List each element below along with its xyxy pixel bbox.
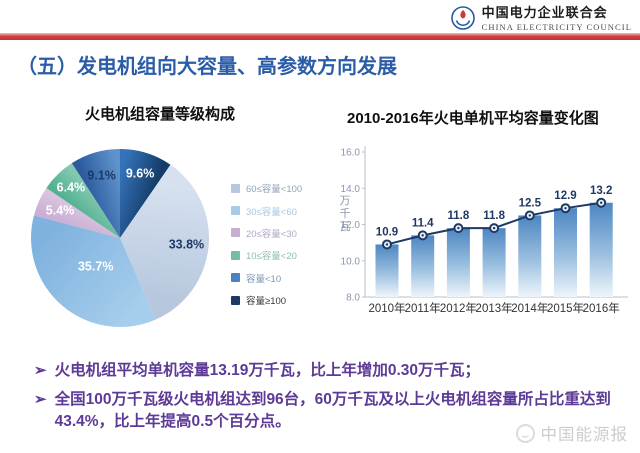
bar-value-label: 12.9: [554, 190, 576, 202]
globe-icon: [515, 423, 535, 443]
pie-slice: [46, 163, 120, 238]
watermark-text: 中国能源报: [540, 426, 628, 444]
cec-logo-text: 中国电力企业联合会 CHINA ELECTRICITY COUNCIL: [482, 5, 632, 32]
watermark: 中国能源报: [515, 421, 629, 445]
bar-value-label: 12.5: [519, 197, 542, 209]
legend-label: 容量≥100: [246, 296, 287, 308]
bar: [482, 228, 506, 297]
line-marker-dot: [385, 243, 389, 246]
bar-value-label: 11.4: [412, 217, 434, 229]
y-axis-title: 万: [340, 195, 351, 207]
y-tick-label: 14.0: [341, 184, 361, 195]
x-tick-label: 2016年: [583, 301, 620, 315]
line-marker-dot: [528, 214, 531, 217]
pie-slice: [120, 164, 210, 320]
pie-slice-label: 9.6%: [126, 166, 155, 180]
legend-item: 容量<10: [231, 267, 302, 289]
pie-slice: [71, 149, 120, 238]
pie-slice: [33, 187, 120, 238]
legend-label: 30≤容量<60: [246, 206, 297, 218]
bar: [554, 208, 577, 297]
legend-swatch: [231, 295, 240, 305]
pie-chart: 9.6% 33.8% 35.7% 5.4% 6.4%9.1%: [31, 149, 210, 328]
legend-item: 60≤容量<100: [231, 177, 302, 199]
bullet-item: ➢ 全国100万千瓦级火电机组达到96台，60万千瓦及以上火电机组容量所占比重达…: [34, 389, 622, 433]
legend-label: 60≤容量<100: [246, 184, 303, 196]
bar: [375, 244, 399, 297]
pie-chart-title: 火电机组容量等级构成: [85, 106, 236, 123]
pie-slice-label: 33.8%: [169, 237, 204, 251]
bar-value-label: 13.2: [590, 185, 612, 197]
bullet-text: 全国100万千瓦级火电机组达到96台，60万千瓦及以上火电机组容量所占比重达到4…: [54, 391, 611, 430]
bar: [411, 235, 435, 297]
cec-logo: 中国电力企业联合会 CHINA ELECTRICITY COUNCIL: [450, 5, 632, 32]
x-tick-label: 2013年: [476, 301, 513, 315]
y-tick-label: 16.0: [341, 148, 361, 159]
pie-slice: [120, 149, 171, 238]
legend-item: 20≤容量<30: [231, 222, 302, 244]
bullet-arrow-icon: ➢: [34, 362, 47, 379]
bar: [518, 215, 542, 297]
pie-legend: 60≤容量<100 30≤容量<60 20≤容量<30 10≤容量<20 容量<10 容量…: [231, 177, 302, 311]
y-tick-label: 10.0: [341, 256, 361, 267]
legend-label: 10≤容量<20: [246, 251, 297, 263]
bar: [589, 202, 613, 297]
bullet-list: ➢ 火电机组平均单机容量13.19万千瓦，比上年增加0.30万千瓦； ➢ 全国1…: [34, 360, 622, 433]
org-name-en: CHINA ELECTRICITY COUNCIL: [481, 21, 632, 32]
x-tick-label: 2012年: [440, 301, 477, 315]
line-marker-dot: [564, 206, 567, 210]
bar-chart-title: 2010-2016年火电单机平均容量变化图: [347, 110, 599, 127]
line-marker-dot: [492, 226, 496, 230]
bullet-text: 火电机组平均单机容量13.19万千瓦，比上年增加0.30万千瓦；: [54, 362, 481, 379]
pie-slice-label: 6.4%: [57, 181, 86, 195]
x-tick-label: 2015年: [547, 301, 584, 315]
y-axis-title: 瓦: [340, 221, 351, 233]
legend-item: 30≤容量<60: [231, 199, 302, 221]
bar-value-label: 10.9: [376, 226, 398, 238]
bar: [446, 228, 470, 297]
slide-title: （五）发电机组向大容量、高参数方向发展: [17, 56, 397, 78]
legend-swatch: [231, 250, 240, 260]
legend-label: 容量<10: [246, 273, 282, 285]
line-marker-dot: [600, 201, 603, 204]
bar-value-label: 11.8: [483, 210, 505, 222]
y-tick-label: 12.0: [341, 220, 361, 231]
x-tick-label: 2011年: [405, 301, 441, 315]
bar-line-chart: 8.0 10.0 12.0 14.0 16.0 万千瓦 10.9 11.4 11.8 11.8 12…: [340, 146, 628, 315]
bullet-arrow-icon: ➢: [34, 391, 47, 408]
pie-slice: [31, 215, 156, 328]
y-tick-label: 8.0: [346, 293, 360, 304]
bar-value-label: 11.8: [448, 210, 470, 222]
x-tick-label: 2010年: [368, 301, 405, 315]
pie-slice-label: 35.7%: [78, 259, 113, 273]
cec-emblem-icon: [450, 6, 475, 30]
legend-label: 20≤容量<30: [246, 228, 297, 240]
legend-swatch: [231, 206, 240, 216]
legend-item: 10≤容量<20: [231, 244, 302, 266]
x-tick-label: 2014年: [511, 301, 548, 315]
legend-swatch: [231, 228, 240, 238]
legend-swatch: [231, 183, 240, 193]
org-name-cn: 中国电力企业联合会: [481, 5, 608, 20]
pie-slice-label: 9.1%: [87, 169, 116, 183]
pie-slice-label: 5.4%: [46, 204, 75, 218]
legend-item: 容量≥100: [231, 289, 302, 311]
line-marker-dot: [457, 226, 460, 230]
legend-swatch: [231, 273, 240, 283]
bullet-item: ➢ 火电机组平均单机容量13.19万千瓦，比上年增加0.30万千瓦；: [34, 360, 622, 382]
line-marker-dot: [421, 234, 424, 237]
red-divider: [0, 33, 640, 40]
y-axis-title: 千: [340, 207, 351, 220]
